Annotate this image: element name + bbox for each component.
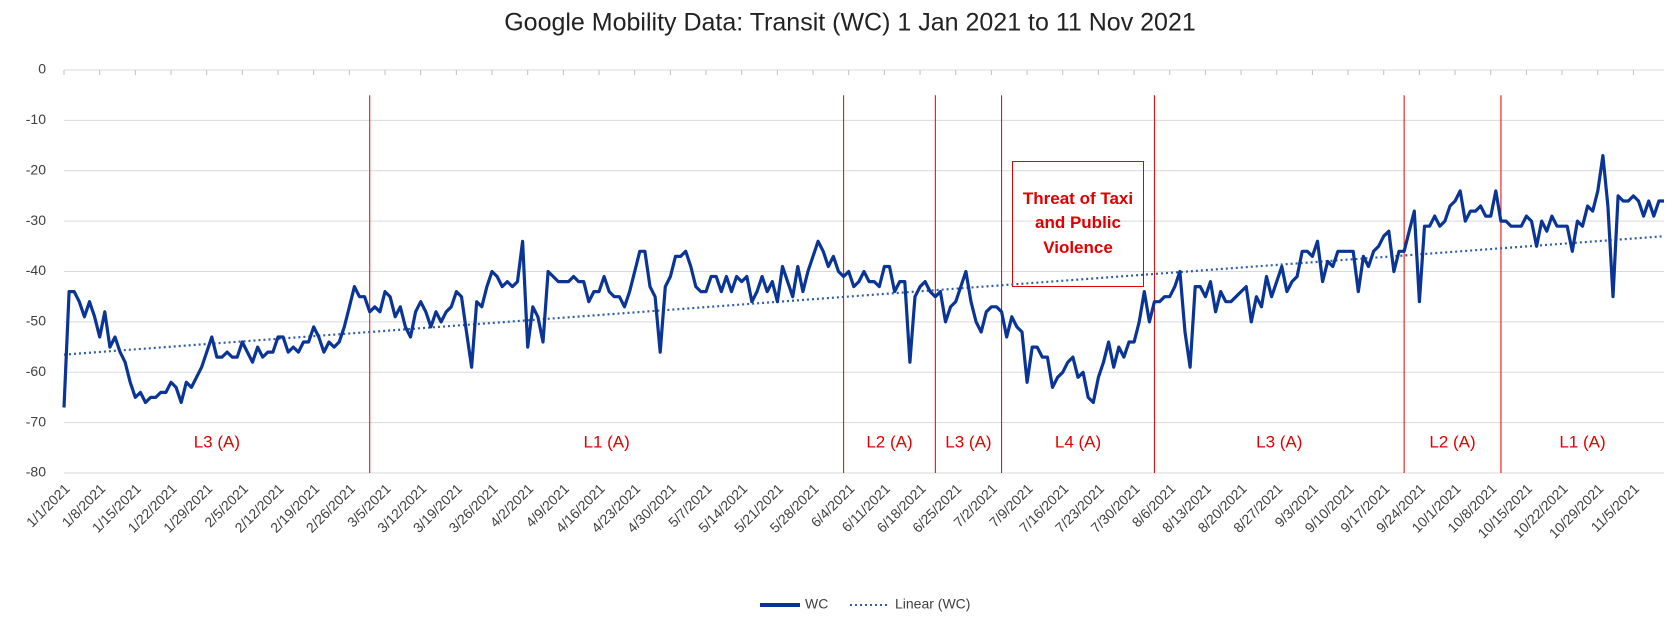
phase-label: L4 (A) xyxy=(1055,432,1101,451)
y-tick-label: -40 xyxy=(26,262,46,278)
y-tick-label: 0 xyxy=(38,61,46,77)
y-tick-label: -30 xyxy=(26,212,46,228)
phase-label: L2 (A) xyxy=(866,432,912,451)
y-tick-label: -80 xyxy=(26,464,46,480)
phase-label: L3 (A) xyxy=(945,432,991,451)
phase-label: L1 (A) xyxy=(584,432,630,451)
y-tick-label: -20 xyxy=(26,161,46,177)
annotation-box: Threat of Taxi and Public Violence xyxy=(1011,160,1145,287)
y-tick-label: -60 xyxy=(26,363,46,379)
phase-label: L3 (A) xyxy=(1256,432,1302,451)
phase-label: L1 (A) xyxy=(1559,432,1605,451)
y-tick-label: -10 xyxy=(26,111,46,127)
chart-title: Google Mobility Data: Transit (WC) 1 Jan… xyxy=(504,9,1196,37)
phase-label: L3 (A) xyxy=(194,432,240,451)
series-line xyxy=(62,154,1664,408)
annotation: Threat of Taxi and Public Violence xyxy=(1011,160,1145,287)
y-tick-label: -70 xyxy=(26,413,46,429)
legend-label: Linear (WC) xyxy=(895,596,970,612)
y-tick-label: -50 xyxy=(26,313,46,329)
phase-label: L2 (A) xyxy=(1429,432,1475,451)
legend-label: WC xyxy=(805,596,828,612)
